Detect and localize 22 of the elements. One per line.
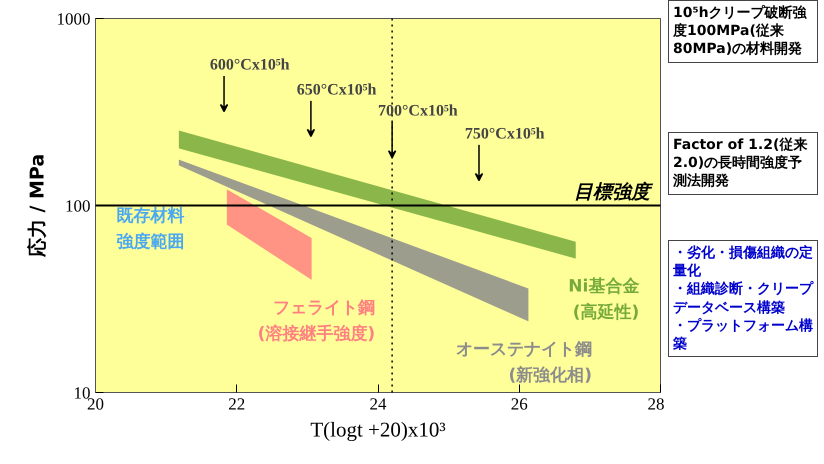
annotation: 既存材料強度範囲 bbox=[116, 206, 185, 252]
text: 10⁵hクリープ破断強度100MPa(従来80MPa)の材料開発 bbox=[673, 4, 808, 59]
text: ・組織診断・クリープデータベース構築 bbox=[673, 280, 813, 317]
x-tick-label: 28 bbox=[648, 394, 664, 414]
annotation: 600°Cx10⁵h bbox=[210, 56, 290, 74]
annotation: 750°Cx10⁵h bbox=[464, 125, 545, 142]
y-tick-label: 100 bbox=[65, 196, 90, 216]
ref-line-label: 目標強度 bbox=[574, 181, 654, 204]
y-axis-title: 応力 / MPa bbox=[26, 154, 48, 258]
text: ・劣化・損傷組織の定量化 bbox=[673, 244, 813, 280]
text: Factor of 1.2(従来2.0)の長時間強度予測法開発 bbox=[673, 136, 808, 191]
x-tick-label: 22 bbox=[228, 394, 246, 414]
text: フェライト鋼 (溶接継手強度) bbox=[258, 298, 376, 344]
x-tick-label: 24 bbox=[370, 394, 387, 414]
annotation: 700°Cx10⁵h bbox=[378, 102, 458, 120]
y-tick-label: 1000 bbox=[56, 10, 90, 28]
text: ・プラットフォーム構築 bbox=[673, 316, 813, 354]
x-tick-label: 26 bbox=[510, 394, 528, 414]
text: オーステナイト鋼 (新強化相) bbox=[456, 340, 592, 386]
series-label: Ni基合金 (高延性) bbox=[568, 276, 640, 323]
annotation: 650°Cx10⁵h bbox=[296, 81, 377, 98]
x-axis-title: T(logt +20)x10³ bbox=[310, 418, 446, 442]
